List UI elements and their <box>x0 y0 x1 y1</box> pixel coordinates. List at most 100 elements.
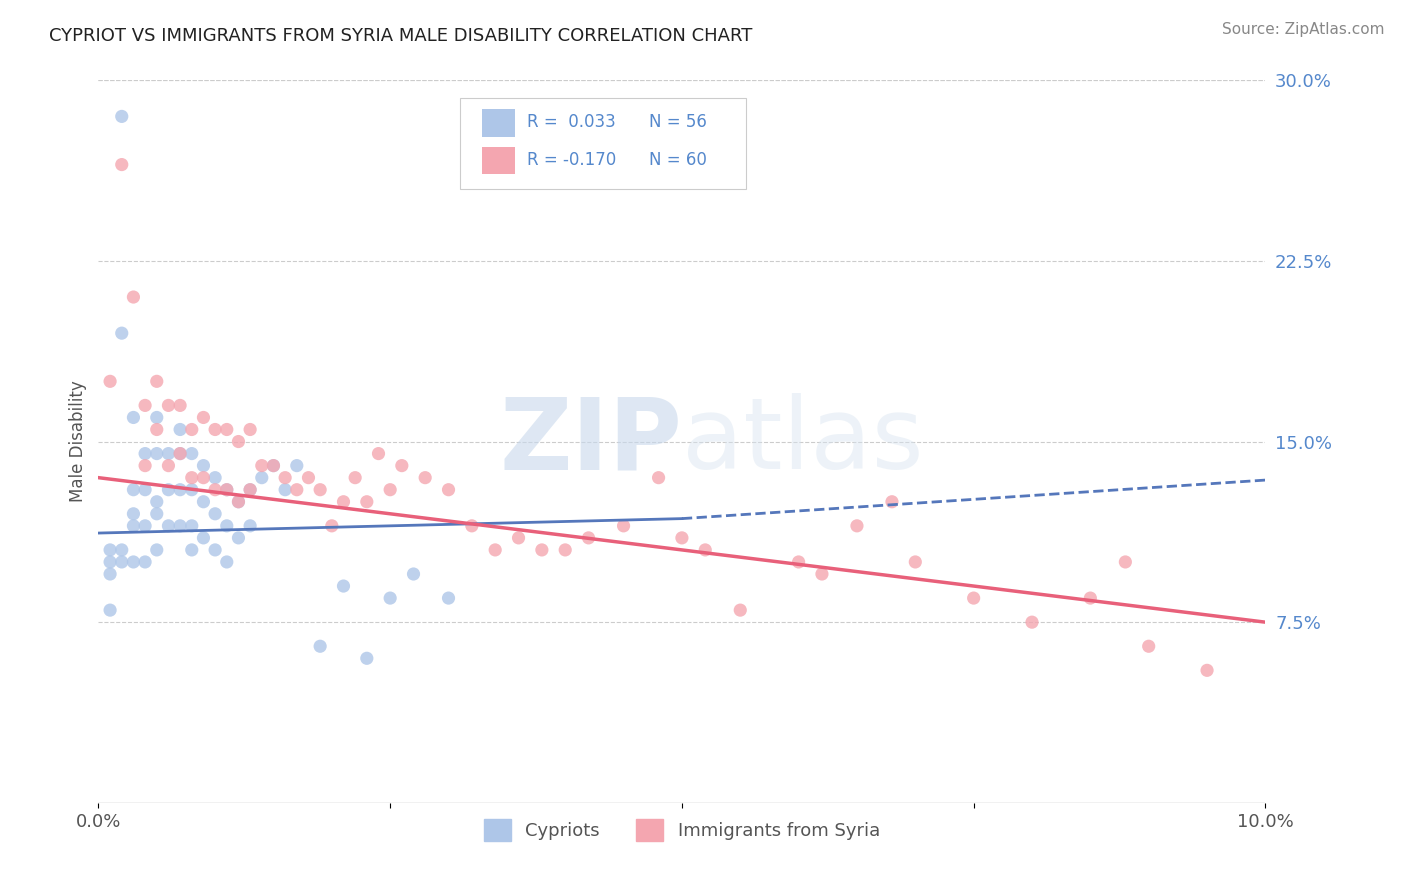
Point <box>180 542 202 557</box>
Point <box>846 518 869 533</box>
Point <box>239 483 262 497</box>
Point <box>122 483 145 497</box>
Text: atlas: atlas <box>682 393 924 490</box>
Point <box>274 470 297 484</box>
Point <box>962 591 984 605</box>
FancyBboxPatch shape <box>460 98 747 189</box>
Point <box>356 494 378 508</box>
Point <box>239 518 262 533</box>
Point <box>356 651 378 665</box>
Point <box>169 422 191 436</box>
Point <box>612 518 634 533</box>
Point <box>180 483 202 497</box>
Point <box>134 446 156 460</box>
Point <box>157 483 180 497</box>
Y-axis label: Male Disability: Male Disability <box>69 381 87 502</box>
Point <box>146 410 169 425</box>
Point <box>146 374 169 388</box>
Point <box>122 290 145 304</box>
Point <box>215 483 238 497</box>
Point <box>274 483 297 497</box>
Point <box>578 531 600 545</box>
Point <box>367 446 389 460</box>
Point <box>122 518 145 533</box>
Point <box>285 483 308 497</box>
Point <box>402 567 425 582</box>
Point <box>215 422 238 436</box>
Point <box>134 398 156 412</box>
Point <box>787 555 810 569</box>
Point <box>180 446 202 460</box>
Point <box>332 494 354 508</box>
Point <box>204 422 226 436</box>
Text: N = 56: N = 56 <box>650 113 707 131</box>
Point <box>204 470 226 484</box>
Point <box>250 470 273 484</box>
Point <box>111 109 134 123</box>
Bar <box>482 147 515 174</box>
Legend: Cypriots, Immigrants from Syria: Cypriots, Immigrants from Syria <box>477 812 887 848</box>
Point <box>134 518 156 533</box>
Text: ZIP: ZIP <box>499 393 682 490</box>
Point <box>880 494 903 508</box>
Point <box>193 494 215 508</box>
Point <box>437 591 460 605</box>
Point <box>309 639 332 653</box>
Text: Source: ZipAtlas.com: Source: ZipAtlas.com <box>1222 22 1385 37</box>
Point <box>239 483 262 497</box>
Point <box>380 483 402 497</box>
Bar <box>482 109 515 136</box>
Point <box>122 507 145 521</box>
Point <box>695 542 717 557</box>
Point <box>647 470 669 484</box>
Point <box>215 483 238 497</box>
Point <box>332 579 354 593</box>
Point <box>146 542 169 557</box>
Point <box>111 157 134 171</box>
Point <box>111 326 134 340</box>
Point <box>169 446 191 460</box>
Text: R = -0.170: R = -0.170 <box>527 151 616 169</box>
Point <box>204 483 226 497</box>
Point <box>134 555 156 569</box>
Point <box>239 422 262 436</box>
Point <box>98 542 121 557</box>
Point <box>122 410 145 425</box>
Point <box>180 470 202 484</box>
Point <box>169 518 191 533</box>
Point <box>228 434 250 449</box>
Point <box>111 542 134 557</box>
Point <box>193 458 215 473</box>
Point <box>391 458 413 473</box>
Point <box>228 494 250 508</box>
Point <box>730 603 752 617</box>
Point <box>122 555 145 569</box>
Point <box>1080 591 1102 605</box>
Point <box>146 446 169 460</box>
Point <box>111 555 134 569</box>
Point <box>169 398 191 412</box>
Point <box>285 458 308 473</box>
Point <box>98 603 121 617</box>
Point <box>157 446 180 460</box>
Point <box>180 518 202 533</box>
Point <box>169 446 191 460</box>
Text: N = 60: N = 60 <box>650 151 707 169</box>
Point <box>344 470 367 484</box>
Point <box>204 542 226 557</box>
Point <box>1137 639 1160 653</box>
Point <box>193 470 215 484</box>
Point <box>1195 664 1218 678</box>
Point <box>811 567 834 582</box>
Point <box>484 542 506 557</box>
Point <box>671 531 693 545</box>
Point <box>262 458 284 473</box>
Point <box>98 374 121 388</box>
Point <box>146 422 169 436</box>
Point <box>250 458 273 473</box>
Point <box>554 542 576 557</box>
Point <box>204 507 226 521</box>
Point <box>321 518 343 533</box>
Point <box>134 458 156 473</box>
Point <box>193 531 215 545</box>
